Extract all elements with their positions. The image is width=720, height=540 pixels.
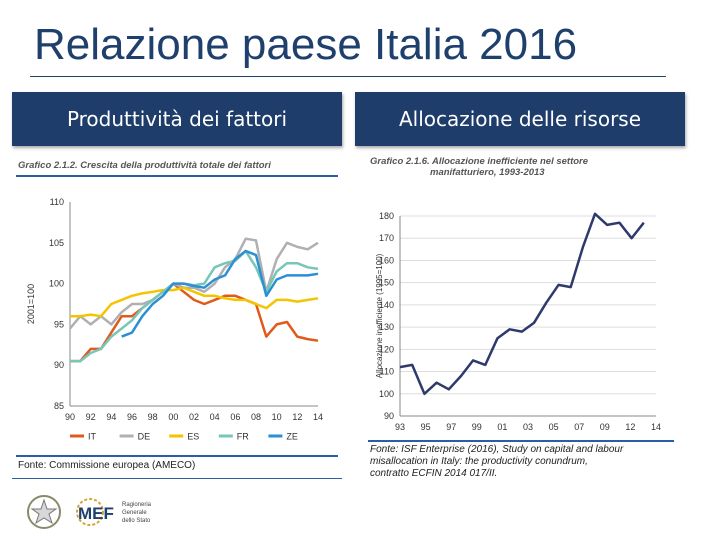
y-tick-label: 100 xyxy=(49,279,64,289)
y-tick-label: 160 xyxy=(379,255,394,265)
mef-logo: MEF Ragioneria Generale dello Stato xyxy=(76,498,152,526)
x-tick-label: 14 xyxy=(651,422,661,432)
legend-label: ZE xyxy=(286,432,298,442)
x-tick-label: 07 xyxy=(574,422,584,432)
series-line-allocazione-inefficiente xyxy=(399,212,645,396)
x-tick-label: 01 xyxy=(497,422,507,432)
y-axis-label: 2001=100 xyxy=(26,284,36,324)
right-chart-source-line2: misallocation in Italy: the productivity… xyxy=(370,456,588,467)
legend-label: IT xyxy=(88,432,97,442)
mef-logo-text: MEF xyxy=(78,504,114,523)
legend-label: DE xyxy=(138,432,151,442)
y-tick-label: 140 xyxy=(379,300,394,310)
left-chart-title-rule xyxy=(16,175,338,177)
left-section-header: Produttività dei fattori xyxy=(12,92,342,146)
right-chart-source-line1: Fonte: ISF Enterprise (2016), Study on c… xyxy=(370,444,624,455)
y-tick-label: 120 xyxy=(379,344,394,354)
legend-label: FR xyxy=(237,432,249,442)
x-tick-label: 08 xyxy=(251,412,261,422)
x-tick-label: 98 xyxy=(148,412,158,422)
title-divider xyxy=(30,76,666,77)
x-tick-label: 94 xyxy=(106,412,116,422)
y-tick-label: 90 xyxy=(54,360,64,370)
left-chart-source-rule xyxy=(16,455,338,457)
x-tick-label: 04 xyxy=(210,412,220,422)
x-tick-label: 93 xyxy=(395,422,405,432)
x-tick-label: 09 xyxy=(600,422,610,432)
italian-emblem-icon xyxy=(27,495,61,529)
series-line-fr xyxy=(70,249,319,363)
x-tick-label: 02 xyxy=(189,412,199,422)
y-tick-label: 110 xyxy=(50,197,64,207)
x-tick-label: 12 xyxy=(292,412,302,422)
mef-logo-line3: dello Stato xyxy=(122,518,151,524)
right-chart: 90 100 110 120 130 140 150 160 170 180 93 95 97 99 01 0… xyxy=(375,211,661,432)
right-chart-source-line3: contratto ECFIN 2014 017/II. xyxy=(370,468,498,479)
x-tick-label: 96 xyxy=(127,412,137,422)
y-axis-label: Allocazione inefficiente (1995=100) xyxy=(375,253,384,378)
left-section-header-label: Produttività dei fattori xyxy=(66,107,288,131)
left-chart-title: Grafico 2.1.2. Crescita della produttivi… xyxy=(18,160,271,171)
series-line-it xyxy=(70,282,319,363)
y-tick-label: 150 xyxy=(379,278,394,288)
x-tick-label: 00 xyxy=(168,412,178,422)
y-tick-label: 130 xyxy=(379,322,394,332)
x-tick-label: 97 xyxy=(446,422,456,432)
x-tick-label: 14 xyxy=(313,412,323,422)
legend-label: ES xyxy=(187,432,199,442)
right-chart-title-line1: Grafico 2.1.6. Allocazione inefficiente … xyxy=(370,156,589,167)
y-tick-label: 180 xyxy=(379,211,394,221)
mef-logo-line2: Generale xyxy=(122,510,147,516)
x-tick-label: 10 xyxy=(272,412,282,422)
series-line-es xyxy=(70,286,319,318)
right-section-header-label: Allocazione delle risorse xyxy=(398,107,642,131)
mef-logo-line1: Ragioneria xyxy=(122,502,152,508)
x-tick-label: 92 xyxy=(86,412,96,422)
x-tick-label: 03 xyxy=(523,422,533,432)
right-chart-title-line2: manifatturiero, 1993-2013 xyxy=(430,167,545,178)
x-tick-label: 05 xyxy=(549,422,559,432)
right-section-header: Allocazione delle risorse xyxy=(355,92,685,146)
series-line-ze xyxy=(121,249,319,338)
y-tick-label: 95 xyxy=(54,319,64,329)
page-title: Relazione paese Italia 2016 xyxy=(34,20,578,69)
x-tick-label: 90 xyxy=(65,412,75,422)
left-chart-source: Fonte: Commissione europea (AMECO) xyxy=(18,460,196,471)
x-tick-label: 95 xyxy=(421,422,431,432)
y-tick-label: 100 xyxy=(379,389,394,399)
y-tick-label: 85 xyxy=(54,401,64,411)
y-tick-label: 110 xyxy=(380,367,394,377)
x-tick-label: 99 xyxy=(472,422,482,432)
footer-divider xyxy=(12,478,342,479)
y-tick-label: 170 xyxy=(379,233,394,243)
y-tick-label: 105 xyxy=(49,238,64,248)
series-line-de xyxy=(69,237,319,330)
right-chart-source-rule xyxy=(368,440,674,442)
y-tick-label: 90 xyxy=(384,411,394,421)
x-tick-label: 12 xyxy=(625,422,635,432)
x-tick-label: 06 xyxy=(230,412,240,422)
